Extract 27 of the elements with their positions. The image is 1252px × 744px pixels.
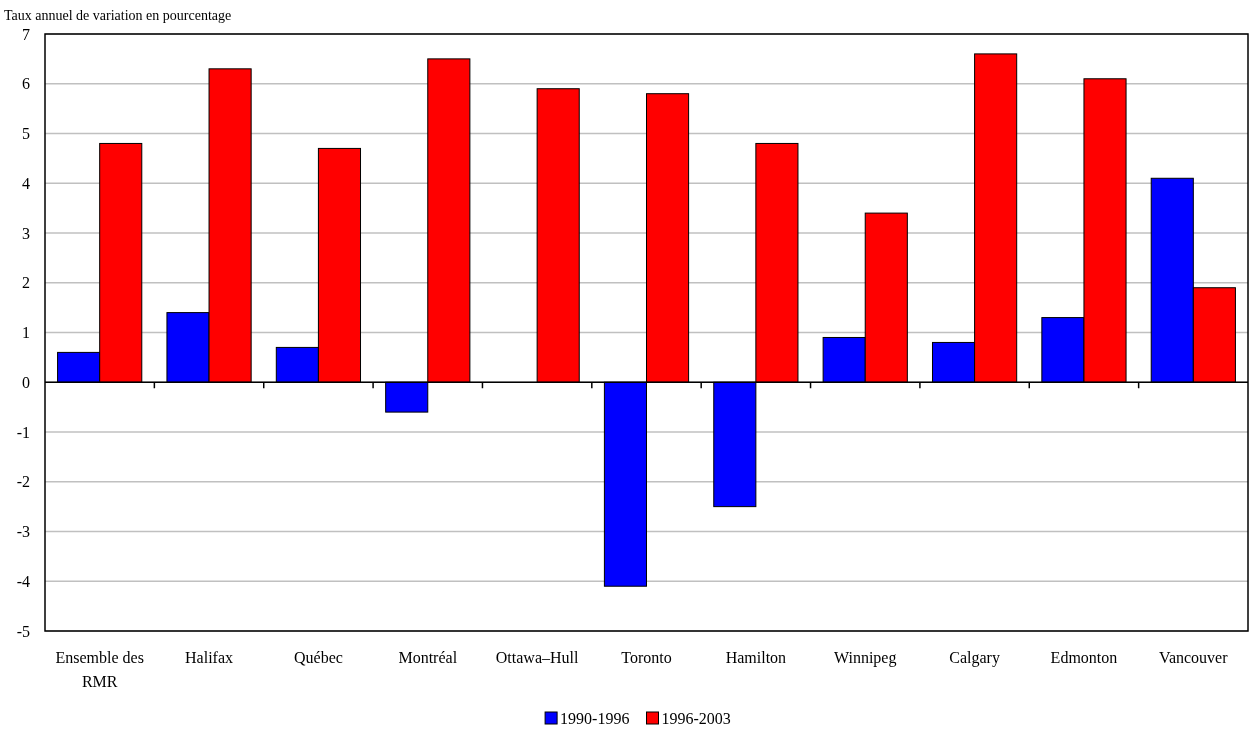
y-tick-label: 0 <box>22 373 30 391</box>
y-tick-label: 6 <box>22 75 30 93</box>
x-tick-label: Toronto <box>621 649 672 666</box>
x-tick-label: Edmonton <box>1050 649 1118 666</box>
y-axis-title: Taux annuel de variation en pourcentage <box>4 8 232 23</box>
y-tick-label: 2 <box>22 274 30 292</box>
y-tick-label: -1 <box>16 423 30 441</box>
x-tick-label: Calgary <box>949 649 1000 667</box>
y-tick-label: -3 <box>16 523 30 541</box>
y-tick-label: 5 <box>22 125 30 143</box>
y-tick-label: 7 <box>22 25 30 43</box>
y-tick-label: 4 <box>22 174 30 192</box>
y-tick-label: -5 <box>16 622 30 640</box>
y-tick-label: 3 <box>22 224 30 242</box>
y-tick-label: -2 <box>16 473 30 491</box>
legend-label: 1990-1996 <box>560 709 630 727</box>
x-tick-label: Ottawa–Hull <box>495 649 580 666</box>
x-tick-label: Hamilton <box>725 649 787 666</box>
y-tick-label: 1 <box>22 324 30 342</box>
x-tick-label: Halifax <box>185 649 234 666</box>
x-tick-label: Québec <box>293 649 343 666</box>
y-tick-label: -4 <box>16 572 30 590</box>
x-tick-label: Ensemble des RMR <box>55 649 144 690</box>
legend-label: 1996-2003 <box>661 709 731 727</box>
x-tick-label: Montréal <box>398 649 458 666</box>
x-tick-label: Vancouver <box>1159 649 1229 666</box>
x-tick-label: Winnipeg <box>834 649 897 667</box>
